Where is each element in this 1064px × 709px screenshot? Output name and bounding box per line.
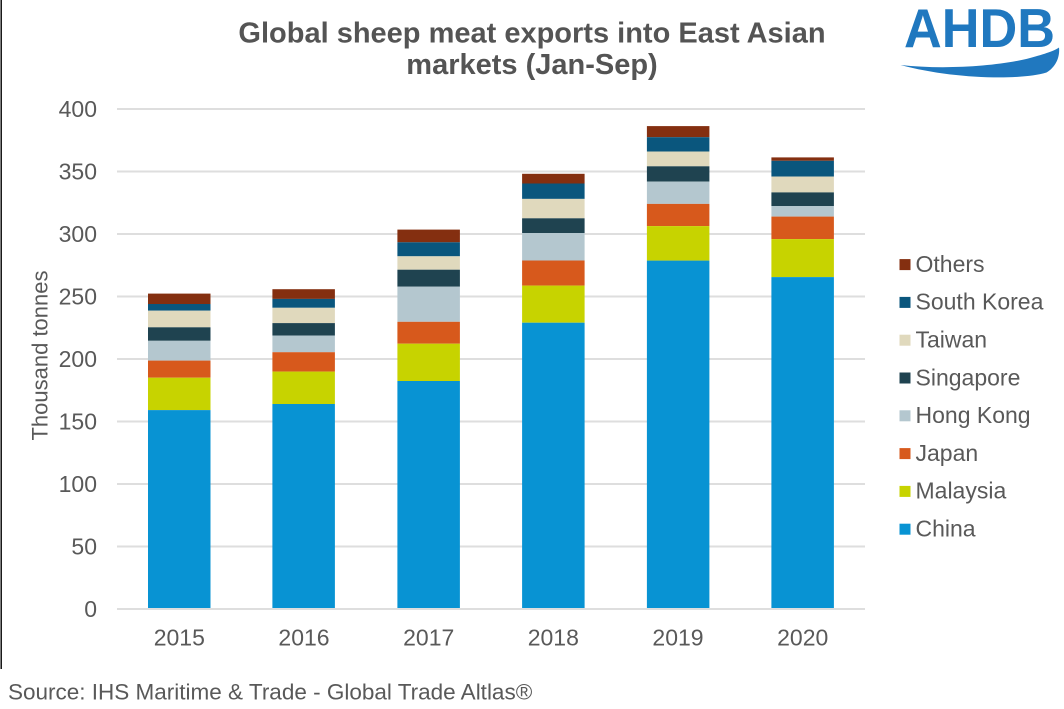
svg-text:Global sheep meat exports into: Global sheep meat exports into East Asia…	[238, 18, 825, 50]
svg-text:350: 350	[59, 159, 97, 185]
svg-text:50: 50	[71, 534, 97, 560]
svg-text:2019: 2019	[652, 625, 703, 651]
svg-text:Hong Kong: Hong Kong	[916, 402, 1031, 428]
svg-text:2016: 2016	[278, 625, 329, 651]
svg-text:250: 250	[59, 284, 97, 310]
svg-text:markets (Jan-Sep): markets (Jan-Sep)	[406, 49, 657, 81]
svg-text:2015: 2015	[154, 625, 205, 651]
svg-text:200: 200	[59, 346, 97, 372]
svg-text:China: China	[916, 516, 976, 542]
svg-text:100: 100	[59, 471, 97, 497]
svg-text:Source: IHS Maritime & Trade -: Source: IHS Maritime & Trade - Global Tr…	[8, 680, 533, 705]
svg-text:South Korea: South Korea	[916, 289, 1044, 315]
svg-text:Singapore: Singapore	[916, 364, 1021, 390]
svg-text:400: 400	[59, 96, 97, 122]
svg-text:300: 300	[59, 221, 97, 247]
svg-text:2017: 2017	[403, 625, 454, 651]
svg-text:Others: Others	[916, 251, 985, 277]
svg-text:Malaysia: Malaysia	[916, 478, 1007, 504]
svg-text:2020: 2020	[777, 625, 828, 651]
svg-text:AHDB: AHDB	[904, 0, 1055, 59]
svg-text:Taiwan: Taiwan	[916, 327, 988, 353]
svg-text:2018: 2018	[528, 625, 579, 651]
svg-text:0: 0	[84, 596, 97, 622]
svg-text:Thousand tonnes: Thousand tonnes	[28, 270, 53, 440]
svg-text:Japan: Japan	[916, 440, 979, 466]
svg-text:150: 150	[59, 409, 97, 435]
